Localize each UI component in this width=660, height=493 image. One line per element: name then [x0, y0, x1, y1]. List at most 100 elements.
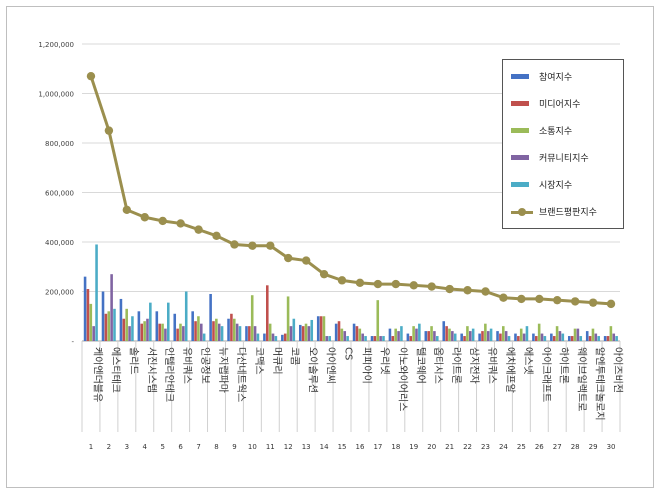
bar [340, 328, 344, 342]
line-point [391, 279, 401, 289]
category-label: 뉴지랩파마 [217, 347, 229, 393]
bar [155, 311, 159, 341]
bar [140, 323, 144, 341]
x-axis-labels: 케이엔더블유 에스티테크 솔리드 서진시스템 인텔리안테크 유비쿼스 인공정보 뉴지랩파마 다산… [81, 341, 624, 432]
bar [397, 331, 400, 341]
category-number: 9 [232, 443, 236, 451]
bar [606, 336, 610, 341]
line-point [284, 253, 293, 263]
line-point [588, 298, 598, 307]
bar [453, 333, 457, 341]
bar [415, 328, 418, 342]
category-number: 3 [125, 443, 129, 451]
bar [499, 333, 502, 341]
bar [212, 321, 215, 341]
category-number: 23 [481, 443, 490, 451]
category-label: 아이즈비전 [612, 347, 624, 393]
category-label: 라이트론 [450, 347, 462, 384]
bar [460, 333, 463, 341]
line-point [158, 216, 167, 226]
bar [433, 331, 436, 341]
bar [525, 326, 529, 341]
category-label: 옵티시스 [432, 347, 444, 384]
bar [325, 336, 329, 341]
bar [217, 323, 221, 341]
category-number: 10 [248, 443, 257, 451]
bar [507, 336, 511, 341]
bar [561, 333, 565, 341]
bar [233, 318, 236, 341]
category-label: CS [343, 347, 354, 360]
bar [394, 328, 397, 342]
bar [535, 336, 538, 341]
line-point [535, 294, 544, 304]
category-number: 30 [607, 443, 616, 451]
bar [552, 336, 556, 341]
category-number: 18 [391, 443, 400, 451]
category-label: 텔코웨어 [414, 347, 426, 384]
line-point [553, 295, 562, 305]
bar [576, 328, 580, 342]
bar [143, 321, 146, 341]
bar [570, 336, 574, 341]
line-point [606, 299, 616, 309]
bar [346, 336, 349, 341]
bar [128, 326, 131, 341]
category-number: 2 [107, 443, 111, 451]
bar [263, 333, 266, 341]
category-number: 29 [589, 443, 598, 451]
bar [484, 323, 487, 341]
category-label: 머큐리 [271, 347, 283, 375]
bar [603, 336, 607, 341]
bar [376, 300, 380, 341]
line-point [140, 213, 149, 222]
bar [427, 331, 430, 341]
category-label: 아이크래프트 [540, 347, 552, 402]
bar [388, 328, 392, 342]
bar [158, 323, 161, 341]
bar [567, 336, 571, 341]
legend-swatch [511, 101, 529, 106]
bar [496, 331, 499, 341]
line-point [427, 282, 436, 291]
line-point [86, 71, 96, 81]
bar [517, 336, 520, 341]
category-label: 웨이브일렉트로 [576, 347, 588, 411]
category-number: 22 [463, 443, 472, 451]
y-tick-label: 600,000 [45, 190, 74, 198]
line-point [266, 241, 275, 250]
bar [167, 302, 170, 341]
bar [615, 336, 618, 341]
bar [319, 316, 323, 341]
line-point [248, 241, 257, 250]
bar [391, 336, 395, 341]
legend-swatch [511, 74, 529, 79]
category-label: 피피아이 [360, 347, 372, 384]
line-point [319, 269, 329, 279]
category-label: 에치에프알 [504, 347, 516, 393]
bar [469, 331, 472, 341]
bar [532, 333, 535, 341]
bar [298, 324, 302, 341]
bar [137, 311, 141, 341]
bar-series [83, 244, 618, 342]
bar [579, 336, 583, 341]
legend-label: 소통지수 [539, 127, 573, 137]
bar [361, 333, 364, 341]
bar [489, 328, 493, 342]
bar [424, 331, 428, 341]
category-number: 8 [214, 443, 218, 451]
line-series [86, 71, 616, 309]
line-point [122, 205, 132, 215]
bar [585, 331, 589, 341]
category-label: 알엔투테크놀로지 [594, 347, 606, 421]
bar [125, 308, 128, 341]
category-label: 유비쿼스 [181, 347, 193, 384]
bar [436, 336, 439, 341]
bar [409, 336, 413, 341]
y-tick-label: 1,000,000 [38, 91, 74, 99]
bar [89, 303, 93, 342]
bar [227, 318, 230, 341]
category-label: 하이트론 [558, 347, 571, 384]
